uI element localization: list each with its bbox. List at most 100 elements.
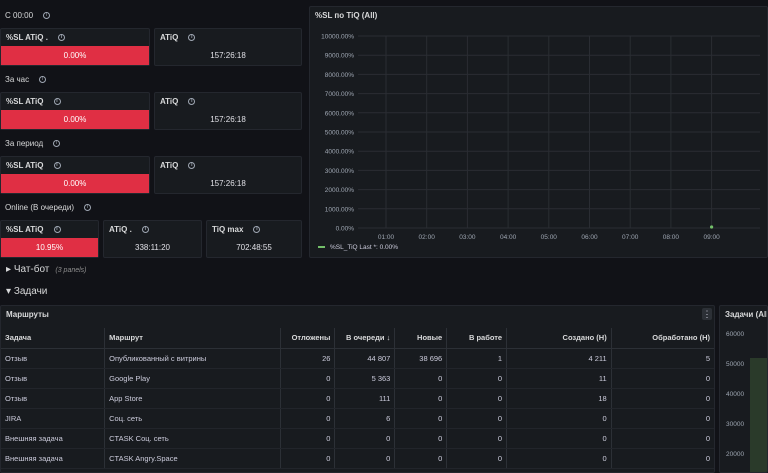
table-panel-routes[interactable]: Маршруты ⋮ Задача Маршрут Отложены В очеред… xyxy=(0,305,715,473)
table-cell: 0 xyxy=(394,388,447,409)
side-tick-label: 60000 xyxy=(726,331,745,338)
chart-panel-sl-tiq[interactable]: %SL по TiQ (All) 10000.00% 9000.00% 8000.0… xyxy=(309,6,768,258)
stat-value: 10.95% xyxy=(1,238,98,257)
column-header[interactable]: Задача xyxy=(1,328,105,349)
side-tick-label: 20000 xyxy=(726,451,745,458)
column-header[interactable]: В очереди ↓ xyxy=(334,328,395,349)
stat-panel-atiq[interactable]: ATiQ i 157:26:18 xyxy=(154,28,302,66)
row-tasks[interactable]: ▾ Задачи xyxy=(6,286,47,297)
column-header[interactable]: Создано (Н) xyxy=(506,328,612,349)
x-tick-label: 01:00 xyxy=(378,234,395,241)
section-title: За период xyxy=(5,139,44,148)
table-row[interactable]: JIRA Соц. сеть 0 6 0 0 0 0 xyxy=(1,408,714,429)
column-header[interactable]: Отложены xyxy=(279,328,335,349)
table-cell: 0 xyxy=(610,368,714,389)
info-icon[interactable]: i xyxy=(141,226,149,234)
info-icon[interactable]: i xyxy=(53,140,61,148)
info-icon[interactable]: i xyxy=(188,162,196,170)
table-cell: 0 xyxy=(506,408,612,429)
panel-title-text: %SL ATiQ xyxy=(6,225,44,234)
stat-panel-sl-atiq-hour[interactable]: %SL ATiQ i 0.00% xyxy=(0,92,150,130)
y-tick-label: 2000.00% xyxy=(325,187,354,194)
stat-panel-atiq-online[interactable]: ATiQ . i 338:11:20 xyxy=(103,220,202,258)
stat-panel-sl-atiq-period[interactable]: %SL ATiQ i 0.00% xyxy=(0,156,150,194)
table-cell: Внешняя задача xyxy=(1,428,105,449)
table-cell: 111 xyxy=(334,388,395,409)
table-row[interactable]: Отзыв Google Play 0 5 363 0 0 11 0 xyxy=(1,368,714,389)
info-icon[interactable]: i xyxy=(83,204,91,212)
x-tick-label: 08:00 xyxy=(663,234,680,241)
section-label-since-midnight: С 00:00 i xyxy=(5,11,51,20)
column-header[interactable]: В работе xyxy=(446,328,507,349)
x-tick-label: 03:00 xyxy=(459,234,476,241)
stat-value: 338:11:20 xyxy=(135,243,170,252)
side-tick-label: 40000 xyxy=(726,391,745,398)
table-cell: 6 xyxy=(334,408,395,429)
table-cell: 0 xyxy=(394,368,447,389)
stat-panel-sl-atiq[interactable]: %SL ATiQ . i 0.00% xyxy=(0,28,150,66)
panel-title: %SL ATiQ i xyxy=(6,161,61,170)
section-title: С 00:00 xyxy=(5,11,34,20)
chart-title: %SL по TiQ (All) xyxy=(315,11,378,20)
info-icon[interactable]: i xyxy=(39,76,47,84)
table-cell: 0 xyxy=(610,408,714,429)
table-cell: 4 211 xyxy=(506,348,612,369)
info-icon[interactable]: i xyxy=(43,12,51,20)
panel-title-text: ATiQ xyxy=(160,161,179,170)
table-cell: Опубликованный с витрины xyxy=(104,348,281,369)
side-tick-label: 30000 xyxy=(726,421,745,428)
panel-title: ATiQ i xyxy=(160,33,196,42)
panel-title: ATiQ i xyxy=(160,97,196,106)
stat-panel-tiq-max[interactable]: TiQ max i 702:48:55 xyxy=(206,220,302,258)
side-panel-tasks[interactable]: Задачи (All 60000 50000 40000 30000 20000 xyxy=(719,305,768,473)
table-cell: 0 xyxy=(446,408,507,429)
info-icon[interactable]: i xyxy=(53,226,61,234)
chevron-right-icon: ▸ xyxy=(6,264,12,275)
table-row[interactable]: Отзыв Опубликованный с витрины 26 44 807 38 … xyxy=(1,348,714,369)
info-icon[interactable]: i xyxy=(188,98,196,106)
table-row[interactable]: Внешняя задача CTASK Соц. сеть 0 0 0 0 0 0 xyxy=(1,428,714,449)
data-point xyxy=(710,225,714,229)
table-cell: 0 xyxy=(394,448,447,469)
table-cell: Внешняя задача xyxy=(1,448,105,469)
chart-legend[interactable]: %SL_TiQ Last *: 0.00% xyxy=(318,244,398,251)
info-icon[interactable]: i xyxy=(53,162,61,170)
info-icon[interactable]: i xyxy=(188,34,196,42)
y-tick-label: 10000.00% xyxy=(321,34,354,41)
panel-title-text: ATiQ xyxy=(160,33,179,42)
stat-value: 702:48:55 xyxy=(236,243,272,252)
row-title: Чат-бот xyxy=(13,264,50,275)
stat-panel-atiq-hour[interactable]: ATiQ i 157:26:18 xyxy=(154,92,302,130)
info-icon[interactable]: i xyxy=(53,98,61,106)
panel-title-text: %SL ATiQ . xyxy=(6,33,48,42)
x-tick-label: 04:00 xyxy=(500,234,517,241)
table-cell: Google Play xyxy=(104,368,281,389)
column-header[interactable]: Обработано (Н) xyxy=(610,328,714,349)
column-header[interactable]: Новые xyxy=(394,328,447,349)
panel-title-text: TiQ max xyxy=(212,225,244,234)
panel-menu-icon[interactable]: ⋮ xyxy=(702,308,712,320)
info-icon[interactable]: i xyxy=(57,34,65,42)
section-label-online: Online (В очереди) i xyxy=(5,203,91,212)
stat-panel-sl-atiq-online[interactable]: %SL ATiQ i 10.95% xyxy=(0,220,99,258)
section-title: За час xyxy=(5,75,30,84)
panel-title: %SL ATiQ i xyxy=(6,225,61,234)
stat-panel-atiq-period[interactable]: ATiQ i 157:26:18 xyxy=(154,156,302,194)
info-icon[interactable]: i xyxy=(253,226,261,234)
table-cell: 0 xyxy=(610,388,714,409)
table-cell: 0 xyxy=(446,428,507,449)
row-chatbot[interactable]: ▸ Чат-бот (3 panels) xyxy=(6,264,87,275)
table-cell: 11 xyxy=(506,368,612,389)
table-cell: App Store xyxy=(104,388,281,409)
table-cell: 0 xyxy=(279,448,335,469)
table-cell: 0 xyxy=(506,428,612,449)
side-tick-label: 50000 xyxy=(726,361,745,368)
line-chart: 10000.00% 9000.00% 8000.00% 7000.00% 6000.00… xyxy=(321,34,760,241)
table-body: Отзыв Опубликованный с витрины 26 44 807 38 … xyxy=(1,348,714,469)
table-row[interactable]: Внешняя задача CTASK Angry.Space 0 0 0 0 0 0 xyxy=(1,448,714,469)
column-header[interactable]: Маршрут xyxy=(104,328,281,349)
panel-title-text: ATiQ xyxy=(160,97,179,106)
table-cell: 0 xyxy=(446,368,507,389)
panel-title: ATiQ . i xyxy=(109,225,149,234)
table-row[interactable]: Отзыв App Store 0 111 0 0 18 0 xyxy=(1,388,714,409)
